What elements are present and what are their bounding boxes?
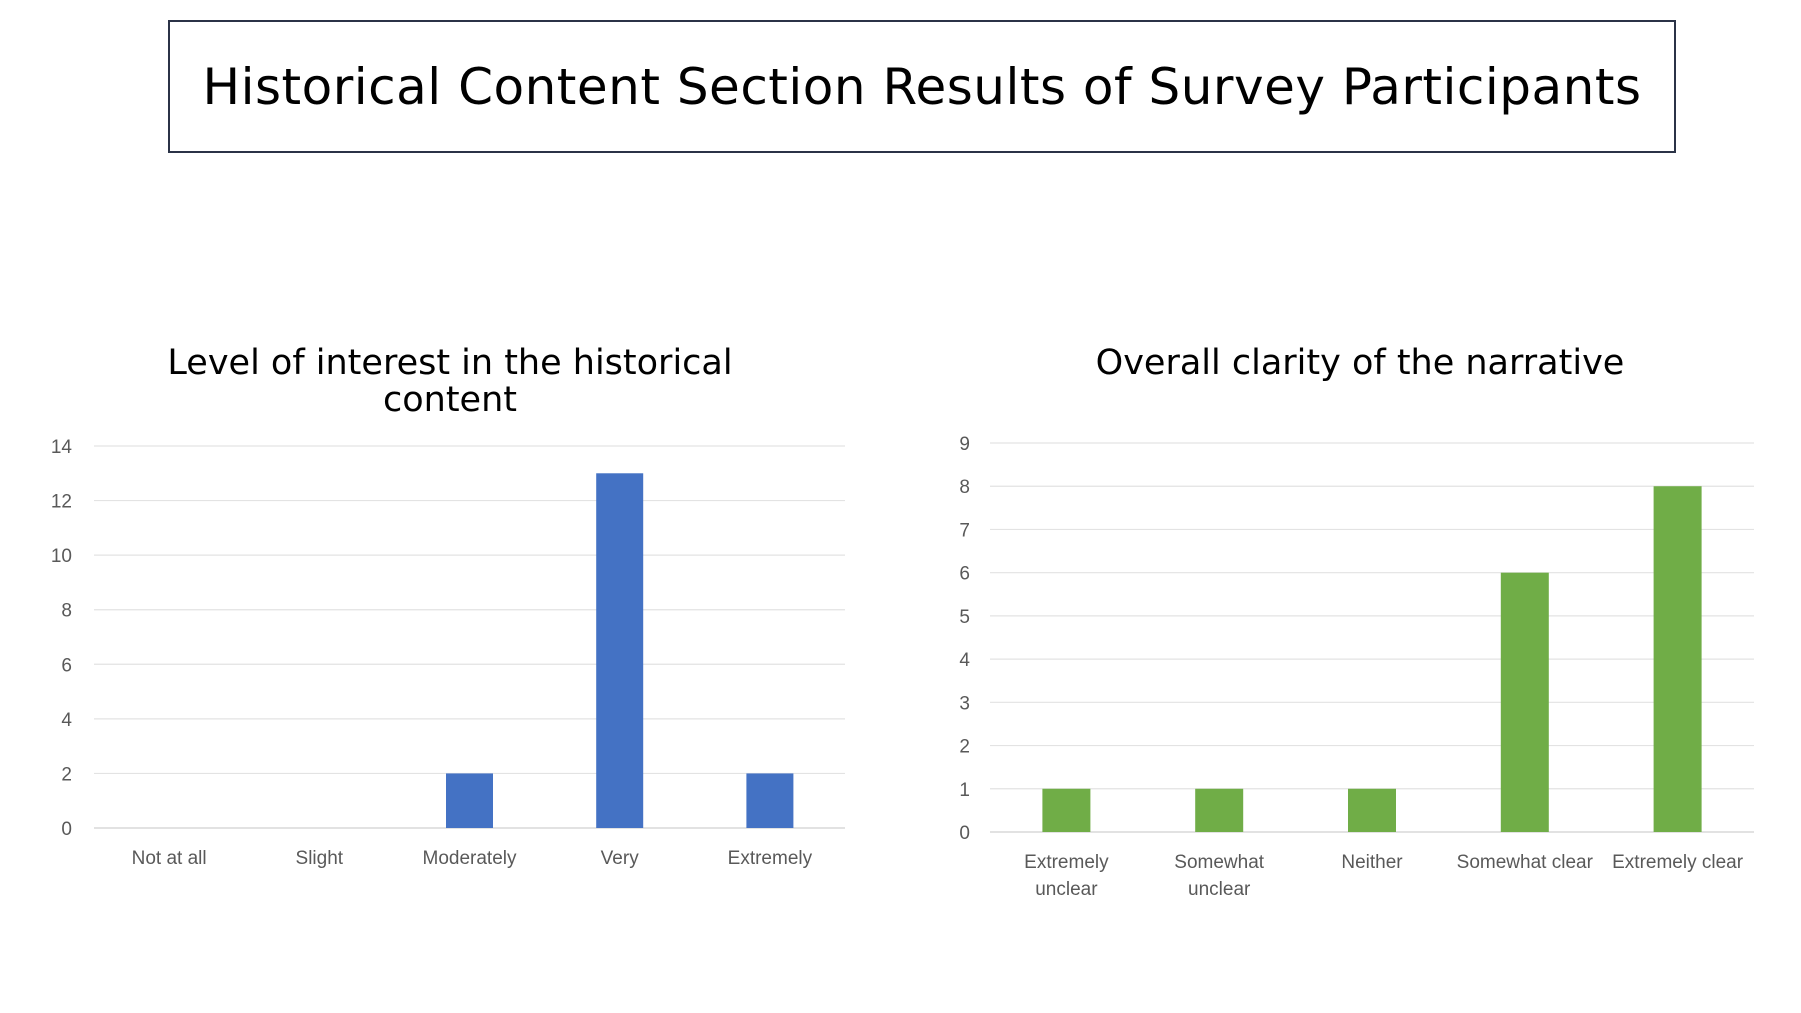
y-tick-label: 4 — [61, 710, 72, 731]
x-tick-label: Extremely clear — [1612, 852, 1744, 873]
x-tick-label: Somewhat unclear — [1174, 852, 1264, 900]
bar — [1653, 486, 1702, 832]
bar — [1348, 788, 1396, 832]
y-tick-label: 2 — [959, 737, 970, 758]
x-tick-label: Not at all — [132, 848, 207, 869]
y-tick-label: 14 — [51, 437, 73, 458]
y-tick-label: 2 — [61, 764, 72, 785]
y-tick-label: 6 — [61, 655, 72, 676]
bar — [596, 473, 644, 828]
x-tick-label: Extremely unclear — [1024, 852, 1109, 900]
y-tick-label: 8 — [61, 601, 72, 622]
interest-bar-chart: 0 2 4 6 8 10 12 14 Not at all Slight Moderately Ver… — [51, 437, 845, 869]
bar — [1195, 788, 1244, 832]
y-tick-label: 0 — [61, 819, 72, 840]
bar — [1500, 572, 1549, 832]
y-tick-label: 9 — [959, 434, 970, 455]
y-tick-label: 5 — [959, 607, 970, 628]
bar — [746, 773, 794, 828]
x-tick-label: Somewhat clear — [1457, 852, 1594, 873]
x-tick-label: Very — [601, 848, 640, 869]
y-tick-label: 3 — [959, 693, 970, 714]
x-tick-label: Extremely — [728, 848, 813, 869]
bar — [446, 773, 493, 828]
slide-title: Historical Content Section Results of Su… — [202, 57, 1642, 116]
slide-title-box: Historical Content Section Results of Su… — [168, 20, 1676, 153]
x-tick-label: Neither — [1341, 852, 1403, 873]
chart-1-title: Level of interest in the historical cont… — [167, 343, 733, 420]
clarity-bar-chart: 0 1 2 3 4 5 6 7 8 9 Extremely unclear Somewhat unclea… — [959, 434, 1754, 900]
bar — [1042, 788, 1091, 832]
y-tick-label: 4 — [959, 650, 970, 671]
y-tick-label: 8 — [959, 477, 970, 498]
y-tick-label: 10 — [51, 546, 72, 567]
x-tick-label: Slight — [296, 848, 344, 869]
y-tick-label: 6 — [959, 564, 970, 585]
y-tick-label: 7 — [959, 520, 970, 541]
y-tick-label: 0 — [959, 823, 970, 844]
chart-2-title: Overall clarity of the narrative — [1095, 343, 1625, 383]
x-tick-label: Moderately — [423, 848, 517, 869]
y-tick-label: 12 — [51, 492, 72, 513]
y-tick-label: 1 — [959, 780, 970, 801]
